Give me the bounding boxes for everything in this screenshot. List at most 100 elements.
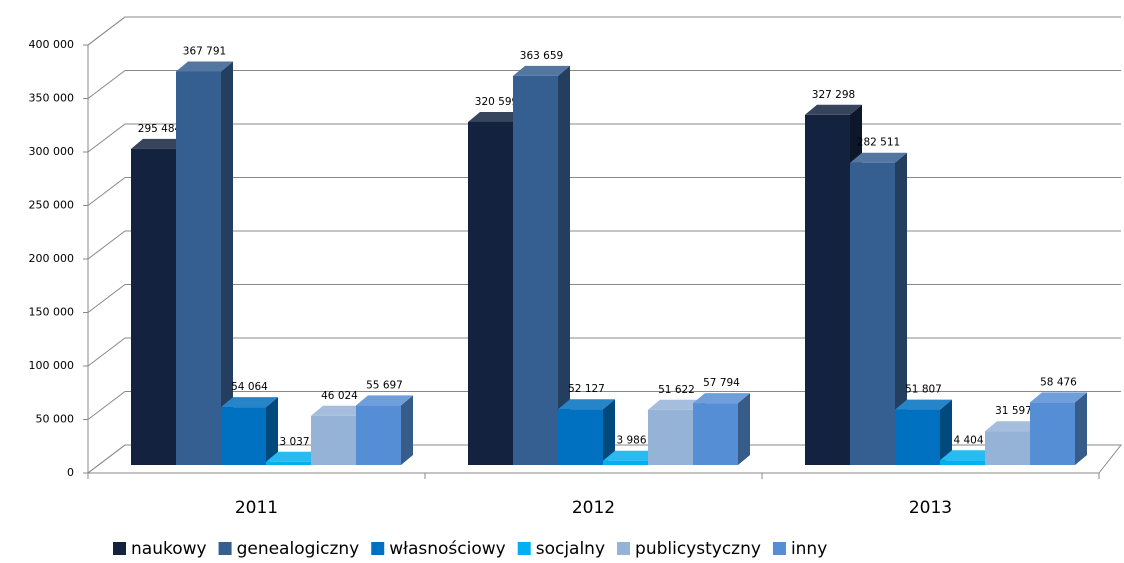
- data-label: 3 986: [616, 435, 646, 447]
- bar-front: [648, 409, 693, 465]
- legend-swatch: [772, 542, 786, 555]
- bar-top: [805, 104, 862, 115]
- bar-top: [176, 61, 233, 72]
- legend-label: genealogiczny: [237, 539, 360, 559]
- legend-swatch: [218, 542, 232, 555]
- y-tick-label: 250 000: [29, 199, 75, 212]
- legend-swatch: [371, 542, 385, 555]
- y-tick-label: 150 000: [29, 306, 75, 319]
- legend-label: własnościowy: [389, 539, 505, 559]
- bar-side: [221, 61, 233, 466]
- legend-swatch: [617, 542, 631, 555]
- x-tick-label: 2011: [235, 498, 278, 518]
- bar-front: [468, 121, 513, 465]
- data-label: 3 037: [279, 436, 309, 448]
- bar-side: [895, 152, 907, 465]
- bar-front: [266, 461, 311, 465]
- data-label: 282 511: [857, 137, 900, 149]
- legend-label: publicystyczny: [635, 539, 761, 559]
- bar: [176, 61, 233, 466]
- bar-side: [738, 393, 750, 465]
- bar: [850, 152, 907, 465]
- grid-line: [87, 123, 1121, 153]
- y-tick-label: 400 000: [29, 38, 75, 51]
- data-label: 31 597: [995, 405, 1032, 417]
- bar: [221, 397, 278, 465]
- data-label: 367 791: [183, 45, 226, 57]
- bar-top: [850, 152, 907, 163]
- bar-top: [693, 393, 750, 404]
- data-label: 4 404: [953, 434, 983, 446]
- bar-front: [131, 148, 176, 465]
- x-tick-label: 2013: [909, 498, 952, 518]
- data-label: 295 484: [138, 123, 182, 135]
- bar-front: [603, 460, 648, 465]
- legend-swatch: [113, 542, 126, 555]
- bar-front: [985, 431, 1030, 465]
- bar-front: [558, 409, 603, 465]
- bar-top: [468, 111, 525, 122]
- bar-top: [356, 395, 413, 406]
- legend-label: inny: [791, 539, 827, 559]
- bar-top: [1030, 392, 1087, 403]
- data-label: 320 599: [475, 96, 518, 108]
- data-label: 57 794: [703, 377, 740, 389]
- bar-top: [895, 399, 952, 410]
- bar-side: [1075, 392, 1087, 465]
- grid-line: [87, 284, 1121, 313]
- data-label: 55 697: [366, 379, 403, 391]
- y-tick-label: 0: [67, 466, 74, 479]
- data-label: 58 476: [1040, 376, 1077, 388]
- bar: [558, 399, 615, 465]
- bar-front: [850, 162, 895, 465]
- bar-top: [603, 450, 660, 461]
- data-label: 51 622: [658, 384, 695, 396]
- grid-line: [87, 70, 1121, 99]
- legend-label: socjalny: [536, 539, 605, 559]
- bar-side: [940, 399, 952, 465]
- y-tick-label: 300 000: [29, 145, 75, 158]
- bar-front: [693, 403, 738, 465]
- y-tick-label: 350 000: [29, 92, 75, 105]
- bar-top: [985, 421, 1042, 432]
- grid-line: [87, 177, 1121, 206]
- bar: [895, 399, 952, 465]
- bar-top: [131, 138, 188, 149]
- y-tick-label: 100 000: [29, 359, 75, 372]
- bar: [513, 65, 570, 465]
- bar-side: [401, 395, 413, 465]
- bar-front: [940, 460, 985, 465]
- legend-swatch: [517, 542, 531, 555]
- bar-front: [1030, 402, 1075, 465]
- bar-top: [513, 65, 570, 76]
- bar-side: [266, 397, 278, 465]
- bar-top: [648, 399, 705, 410]
- bar: [356, 395, 413, 465]
- bar-top: [311, 405, 368, 416]
- bar-side: [603, 399, 615, 465]
- y-tick-label: 200 000: [29, 252, 75, 265]
- bar: [693, 393, 750, 465]
- grid-line: [87, 230, 1121, 260]
- bar-top: [221, 397, 278, 408]
- data-label: 51 807: [905, 384, 942, 396]
- bar-front: [513, 75, 558, 465]
- bar-top: [266, 451, 323, 462]
- grid-line: [87, 16, 1121, 46]
- data-label: 363 659: [520, 50, 563, 62]
- bar-front: [356, 405, 401, 465]
- bar-front: [176, 71, 221, 466]
- x-tick-label: 2012: [572, 498, 615, 518]
- bar-front: [805, 114, 850, 465]
- y-tick-label: 50 000: [36, 413, 75, 426]
- data-label: 46 024: [321, 390, 358, 402]
- data-label: 52 127: [568, 383, 605, 395]
- bar-front: [221, 407, 266, 465]
- bar-top: [940, 450, 997, 461]
- bar-top: [558, 399, 615, 410]
- grid-line: [87, 444, 1121, 474]
- bar-side: [558, 65, 570, 465]
- bar-front: [311, 415, 356, 465]
- bar: [1030, 392, 1087, 465]
- legend-label: naukowy: [131, 539, 207, 559]
